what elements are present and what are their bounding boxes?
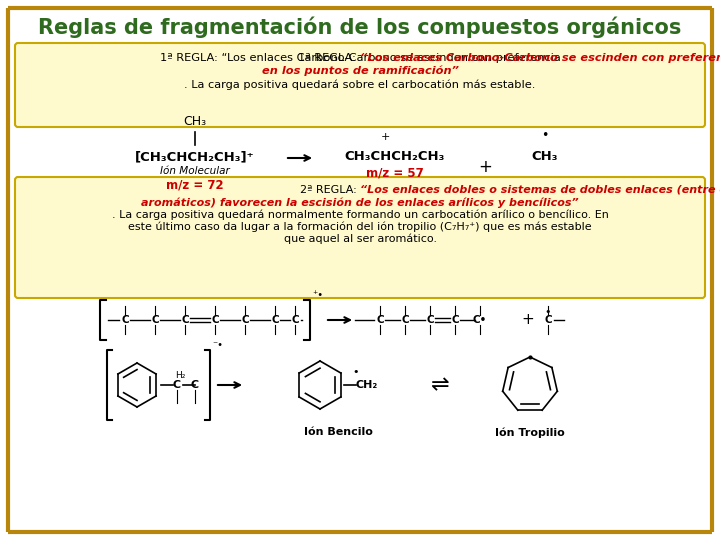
Text: •: • bbox=[541, 129, 549, 142]
Text: CH₃CHCH₂CH₃: CH₃CHCH₂CH₃ bbox=[345, 150, 445, 163]
Text: C: C bbox=[451, 315, 459, 325]
Text: 1ª REGLA: “Los enlaces Carbono‐Carbono se escinden con preferencia: 1ª REGLA: “Los enlaces Carbono‐Carbono s… bbox=[160, 53, 560, 63]
Text: H₂: H₂ bbox=[175, 370, 185, 380]
Text: “Los enlaces Carbono‐Carbono se escinden con preferencia: “Los enlaces Carbono‐Carbono se escinden… bbox=[360, 53, 720, 63]
Text: C: C bbox=[544, 315, 552, 325]
Text: Ión Bencilo: Ión Bencilo bbox=[304, 427, 372, 437]
Text: C: C bbox=[241, 315, 249, 325]
Text: Ión Tropilio: Ión Tropilio bbox=[495, 427, 565, 437]
FancyBboxPatch shape bbox=[15, 43, 705, 127]
Text: •: • bbox=[545, 307, 552, 317]
Text: Reglas de fragmentación de los compuestos orgánicos: Reglas de fragmentación de los compuesto… bbox=[38, 16, 682, 38]
Text: que aquel al ser aromático.: que aquel al ser aromático. bbox=[284, 233, 436, 244]
Text: aromáticos) favorecen la escisión de los enlaces arílicos y bencílicos”: aromáticos) favorecen la escisión de los… bbox=[141, 197, 579, 207]
Text: C: C bbox=[121, 315, 129, 325]
Text: C: C bbox=[211, 315, 219, 325]
Text: +: + bbox=[478, 158, 492, 176]
Text: C: C bbox=[173, 380, 181, 390]
Text: Ión Molecular: Ión Molecular bbox=[160, 166, 230, 176]
Text: CH₃: CH₃ bbox=[532, 150, 558, 163]
Text: ⁻•: ⁻• bbox=[212, 340, 223, 350]
Text: +: + bbox=[521, 313, 534, 327]
Text: ⁺•: ⁺• bbox=[312, 290, 323, 300]
Text: C: C bbox=[291, 315, 299, 325]
FancyBboxPatch shape bbox=[15, 177, 705, 298]
Text: C: C bbox=[426, 315, 434, 325]
Text: •: • bbox=[353, 367, 359, 377]
Text: C: C bbox=[376, 315, 384, 325]
Text: “Los enlaces dobles o sistemas de dobles enlaces (entre ellos los: “Los enlaces dobles o sistemas de dobles… bbox=[360, 185, 720, 195]
Text: CH₃: CH₃ bbox=[184, 115, 207, 128]
Text: C: C bbox=[181, 315, 189, 325]
Text: . La carga positiva quedará normalmente formando un carbocatión arílico o bencíl: . La carga positiva quedará normalmente … bbox=[112, 209, 608, 219]
Text: C•: C• bbox=[473, 315, 487, 325]
Text: este último caso da lugar a la formación del ión tropilio (C₇H₇⁺) que es más est: este último caso da lugar a la formación… bbox=[128, 221, 592, 232]
Text: C: C bbox=[151, 315, 159, 325]
Text: ⇌: ⇌ bbox=[431, 375, 449, 395]
Text: C: C bbox=[401, 315, 409, 325]
Text: C: C bbox=[271, 315, 279, 325]
Text: 1ª REGLA:: 1ª REGLA: bbox=[299, 53, 360, 63]
Text: +: + bbox=[380, 132, 390, 142]
Text: C: C bbox=[191, 380, 199, 390]
Text: . La carga positiva quedará sobre el carbocatión más estable.: . La carga positiva quedará sobre el car… bbox=[184, 79, 536, 90]
Text: [CH₃CHCH₂CH₃]⁺: [CH₃CHCH₂CH₃]⁺ bbox=[135, 150, 255, 163]
Text: 2ª REGLA:: 2ª REGLA: bbox=[300, 185, 360, 195]
Text: m/z = 57: m/z = 57 bbox=[366, 166, 424, 179]
Text: en los puntos de ramificación”: en los puntos de ramificación” bbox=[261, 66, 459, 77]
Text: m/z = 72: m/z = 72 bbox=[166, 178, 224, 191]
Text: CH₂: CH₂ bbox=[356, 380, 378, 390]
